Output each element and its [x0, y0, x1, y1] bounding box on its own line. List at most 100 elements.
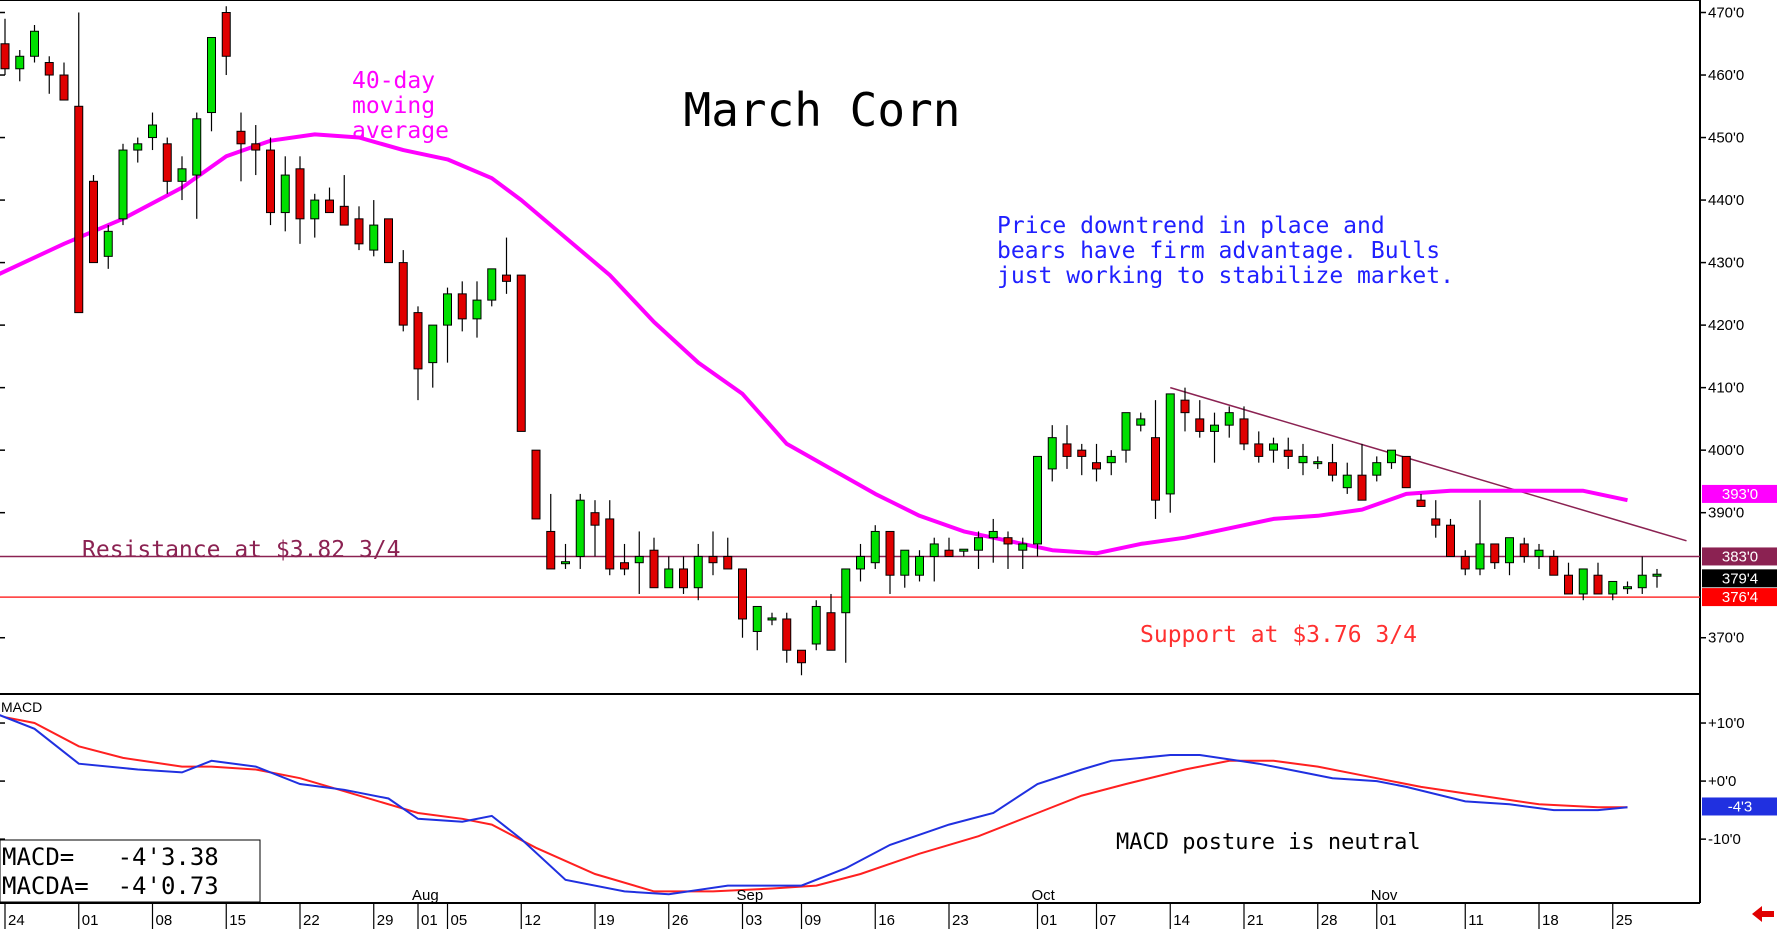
chart-title: March Corn	[684, 83, 961, 137]
candle-body	[1534, 549, 1544, 557]
candle-81	[1195, 400, 1205, 438]
candle-15	[221, 6, 231, 76]
candle-75	[1106, 450, 1116, 476]
price-marker-box	[1702, 569, 1777, 588]
candle-76	[1121, 412, 1131, 463]
date-tick-label: 22	[303, 912, 320, 929]
candle-body	[516, 274, 526, 432]
date-tick-label: 24	[8, 912, 25, 929]
candle-body	[44, 62, 54, 76]
candle-body	[1431, 518, 1441, 526]
date-tick-label: 05	[451, 912, 468, 929]
candle-body	[1136, 418, 1146, 426]
candle-104	[1534, 543, 1544, 569]
candle-body	[826, 612, 836, 651]
candle-5	[74, 12, 84, 314]
candle-body	[1077, 449, 1087, 457]
macda-readout-value: MACDA= -4'0.73	[2, 872, 219, 900]
date-tick-label: 11	[1468, 912, 1484, 929]
macd-marker-box	[1702, 797, 1777, 816]
candle-body	[988, 530, 998, 539]
candle-body	[1047, 437, 1057, 470]
candle-body	[1401, 455, 1411, 489]
candle-body	[177, 168, 187, 182]
price-tick-label: 430'0	[1708, 255, 1744, 272]
candle-body	[841, 568, 851, 614]
candle-body	[664, 568, 674, 589]
candle-48	[708, 531, 718, 576]
candle-body	[811, 605, 821, 645]
scroll-left-arrow-icon[interactable]	[1748, 902, 1777, 930]
candle-body	[959, 548, 969, 552]
candle-body	[354, 218, 364, 245]
candle-body	[1018, 543, 1028, 551]
candle-47	[693, 543, 703, 601]
month-label: Nov	[1371, 887, 1398, 904]
chart-background	[0, 0, 1701, 904]
candle-17	[251, 125, 261, 176]
candle-body	[251, 143, 261, 151]
candle-74	[1092, 443, 1101, 482]
macd-tick-label: +10'0	[1708, 715, 1745, 732]
date-tick-label: 26	[672, 912, 689, 929]
candle-110	[1623, 581, 1632, 594]
candle-93	[1372, 456, 1382, 482]
candle-98	[1446, 518, 1455, 557]
candle-97	[1431, 500, 1441, 538]
candle-body	[30, 30, 39, 57]
candle-body	[1283, 449, 1293, 457]
candle-body	[1623, 586, 1632, 590]
candle-42	[620, 543, 629, 576]
ma40-line	[0, 132, 1628, 556]
candle-43	[634, 531, 644, 594]
moving-average-layer	[0, 132, 1628, 556]
candle-body	[1092, 462, 1101, 470]
candle-36	[531, 449, 541, 520]
candle-body	[1416, 499, 1426, 507]
price-tick-label: 470'0	[1708, 5, 1744, 22]
candle-body	[1106, 455, 1116, 464]
month-label: Aug	[412, 887, 439, 904]
price-marker-box	[1702, 547, 1777, 566]
candle-body	[1165, 393, 1175, 495]
candle-body	[1446, 524, 1455, 557]
candle-58	[856, 543, 865, 582]
candle-body	[118, 149, 128, 220]
macd-line	[0, 714, 1628, 896]
downtrend-line	[1170, 386, 1687, 542]
candle-22	[325, 187, 334, 214]
candle-54	[797, 649, 806, 676]
candle-79	[1165, 393, 1175, 513]
candle-body	[192, 118, 202, 176]
candles-layer	[0, 6, 1662, 676]
candle-body	[708, 555, 718, 564]
candle-body	[162, 143, 172, 182]
candle-108	[1593, 562, 1603, 595]
candle-41	[605, 500, 615, 576]
candle-57	[841, 568, 851, 663]
candle-12	[177, 156, 187, 201]
candle-9	[133, 137, 143, 163]
date-tick-label: 18	[1542, 912, 1559, 929]
candle-body	[1578, 568, 1588, 595]
support-label: Support at $3.76 3/4	[1140, 622, 1417, 648]
candle-body	[782, 618, 792, 651]
candle-102	[1505, 537, 1514, 576]
candle-body	[1254, 443, 1264, 457]
candle-24	[354, 206, 364, 251]
candle-body	[575, 499, 585, 557]
candle-body	[1593, 574, 1603, 595]
candle-body	[1372, 462, 1382, 476]
candle-37	[546, 493, 556, 570]
candle-111	[1637, 556, 1647, 594]
candle-35	[516, 274, 526, 432]
candle-body	[870, 530, 880, 564]
candle-86	[1269, 437, 1278, 463]
candle-body	[797, 649, 806, 664]
ma-label-line-1: 40-day	[352, 68, 435, 94]
candle-body	[1224, 412, 1234, 426]
candle-body	[915, 555, 924, 576]
candle-body	[767, 617, 777, 621]
candle-94	[1387, 449, 1396, 469]
candle-96	[1416, 493, 1426, 507]
